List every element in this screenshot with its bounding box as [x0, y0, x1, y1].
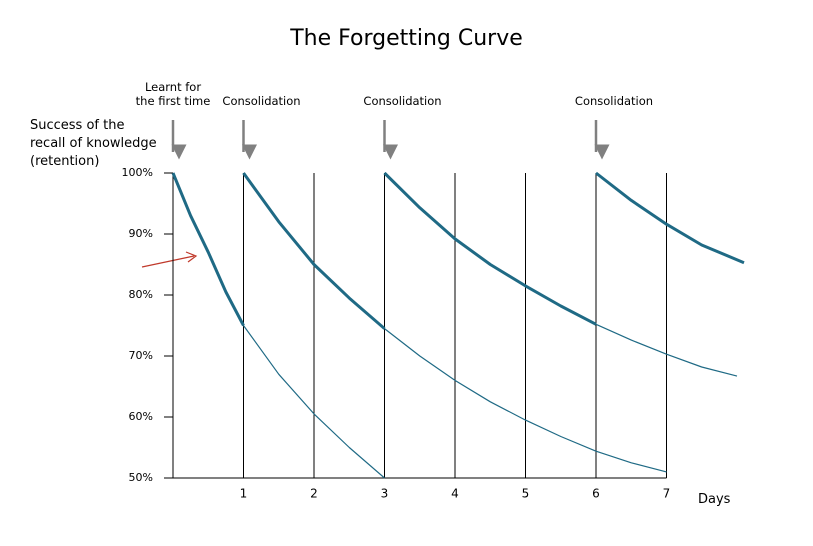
y-axis-label: Success of the recall of knowledge (rete… — [30, 118, 157, 169]
annotation: Learnt for the first time — [135, 80, 211, 108]
annotation: Consolidation — [363, 94, 442, 108]
y-tick-label: 100% — [122, 166, 153, 179]
y-tick-label: 70% — [129, 349, 153, 362]
y-tick-label: 90% — [129, 227, 153, 240]
x-tick-label: 4 — [451, 487, 459, 501]
y-tick-label: 50% — [129, 471, 153, 484]
x-tick-label: 2 — [310, 487, 318, 501]
curve — [171, 172, 245, 327]
curve — [595, 323, 738, 377]
chart-title: The Forgetting Curve — [290, 26, 523, 51]
x-axis-label: Days — [698, 492, 731, 507]
curve — [383, 171, 597, 326]
annotation: Consolidation — [574, 94, 654, 108]
x-tick-label: 6 — [592, 487, 600, 501]
curve — [595, 171, 745, 265]
y-tick-label: 80% — [129, 288, 153, 301]
curve — [242, 172, 386, 330]
annotation: Consolidation — [222, 94, 301, 108]
curve — [243, 325, 385, 479]
x-tick-label: 7 — [663, 487, 671, 501]
x-tick-label: 5 — [522, 487, 530, 501]
y-tick-label: 60% — [129, 410, 153, 423]
curve — [384, 328, 667, 473]
x-tick-label: 3 — [381, 487, 389, 501]
pointer-arrow — [141, 251, 198, 268]
x-tick-label: 1 — [240, 487, 248, 501]
